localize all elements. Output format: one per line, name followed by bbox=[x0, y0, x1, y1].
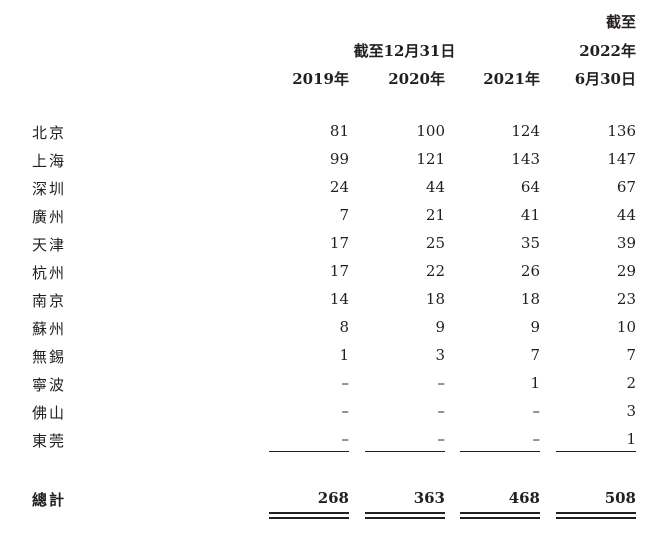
city-label: 無錫 bbox=[32, 348, 67, 366]
value-cell: 21 bbox=[425, 206, 445, 224]
value-cell: 81 bbox=[329, 122, 349, 140]
value-cell: 67 bbox=[616, 178, 636, 196]
table-row: 深圳 24 44 64 67 bbox=[0, 178, 650, 206]
total-value: 508 bbox=[604, 489, 636, 507]
table-row: 無錫 1 3 7 7 bbox=[0, 346, 650, 374]
value-cell: – bbox=[437, 402, 446, 420]
table-row: 寧波 – – 1 2 bbox=[0, 374, 650, 402]
value-cell: 24 bbox=[329, 178, 349, 196]
period-header: 截至12月31日 bbox=[353, 42, 456, 60]
value-cell: 1 bbox=[530, 374, 540, 392]
value-cell: 41 bbox=[520, 206, 540, 224]
value-cell: 10 bbox=[616, 318, 636, 336]
city-label: 杭州 bbox=[32, 264, 67, 282]
column-header-2021: 2021年 bbox=[483, 70, 540, 88]
value-cell: 39 bbox=[616, 234, 636, 252]
value-cell: 1 bbox=[626, 430, 636, 448]
value-cell: 143 bbox=[511, 150, 540, 168]
value-cell: 26 bbox=[520, 262, 540, 280]
value-cell: – bbox=[437, 430, 446, 448]
value-cell: 17 bbox=[329, 234, 349, 252]
table-row: 杭州 17 22 26 29 bbox=[0, 262, 650, 290]
jun-header-line3: 6月30日 bbox=[574, 70, 636, 88]
value-cell: 44 bbox=[425, 178, 445, 196]
value-cell: 29 bbox=[616, 262, 636, 280]
table-row: 佛山 – – – 3 bbox=[0, 402, 650, 430]
value-cell: 3 bbox=[435, 346, 445, 364]
value-cell: 14 bbox=[329, 290, 349, 308]
subtotal-rule bbox=[556, 451, 636, 452]
city-label: 上海 bbox=[32, 152, 67, 170]
total-double-rule bbox=[556, 512, 636, 519]
city-label: 東莞 bbox=[32, 432, 67, 450]
value-cell: 22 bbox=[425, 262, 445, 280]
value-cell: 9 bbox=[435, 318, 445, 336]
value-cell: 18 bbox=[520, 290, 540, 308]
value-cell: 8 bbox=[339, 318, 349, 336]
value-cell: 121 bbox=[416, 150, 445, 168]
total-value: 468 bbox=[508, 489, 540, 507]
table-row: 南京 14 18 18 23 bbox=[0, 290, 650, 318]
total-label: 總計 bbox=[32, 491, 67, 509]
value-cell: 25 bbox=[425, 234, 445, 252]
value-cell: 147 bbox=[607, 150, 636, 168]
value-cell: 3 bbox=[626, 402, 636, 420]
table-row: 上海 99 121 143 147 bbox=[0, 150, 650, 178]
table-row: 蘇州 8 9 9 10 bbox=[0, 318, 650, 346]
value-cell: 17 bbox=[329, 262, 349, 280]
value-cell: – bbox=[532, 402, 541, 420]
table-row: 北京 81 100 124 136 bbox=[0, 122, 650, 150]
city-label: 廣州 bbox=[32, 208, 67, 226]
value-cell: – bbox=[437, 374, 446, 392]
value-cell: 7 bbox=[339, 206, 349, 224]
jun-header-line1: 截至 bbox=[605, 13, 636, 31]
value-cell: 100 bbox=[416, 122, 445, 140]
value-cell: – bbox=[341, 430, 350, 448]
value-cell: 44 bbox=[616, 206, 636, 224]
total-double-rule bbox=[460, 512, 540, 519]
total-row: 總計 268 363 468 508 bbox=[0, 489, 650, 517]
value-cell: 7 bbox=[626, 346, 636, 364]
value-cell: 64 bbox=[520, 178, 540, 196]
value-cell: 1 bbox=[339, 346, 349, 364]
value-cell: – bbox=[341, 374, 350, 392]
column-header-2020: 2020年 bbox=[388, 70, 445, 88]
jun-header-line2: 2022年 bbox=[579, 42, 636, 60]
value-cell: 136 bbox=[607, 122, 636, 140]
column-header-2019: 2019年 bbox=[292, 70, 349, 88]
value-cell: 9 bbox=[530, 318, 540, 336]
city-label: 北京 bbox=[32, 124, 67, 142]
value-cell: 7 bbox=[530, 346, 540, 364]
value-cell: – bbox=[341, 402, 350, 420]
total-value: 363 bbox=[413, 489, 445, 507]
city-label: 天津 bbox=[32, 236, 67, 254]
total-double-rule bbox=[269, 512, 349, 519]
subtotal-rule bbox=[365, 451, 445, 452]
value-cell: 35 bbox=[520, 234, 540, 252]
city-label: 南京 bbox=[32, 292, 67, 310]
value-cell: 124 bbox=[511, 122, 540, 140]
value-cell: 99 bbox=[329, 150, 349, 168]
table-row: 東莞 – – – 1 bbox=[0, 430, 650, 458]
value-cell: 18 bbox=[425, 290, 445, 308]
table-row: 天津 17 25 35 39 bbox=[0, 234, 650, 262]
total-double-rule bbox=[365, 512, 445, 519]
city-label: 寧波 bbox=[32, 376, 67, 394]
city-label: 佛山 bbox=[32, 404, 67, 422]
subtotal-rule bbox=[460, 451, 540, 452]
subtotal-rule bbox=[269, 451, 349, 452]
city-label: 深圳 bbox=[32, 180, 67, 198]
value-cell: 2 bbox=[626, 374, 636, 392]
value-cell: 23 bbox=[616, 290, 636, 308]
table-row: 廣州 7 21 41 44 bbox=[0, 206, 650, 234]
value-cell: – bbox=[532, 430, 541, 448]
city-label: 蘇州 bbox=[32, 320, 67, 338]
total-value: 268 bbox=[317, 489, 349, 507]
